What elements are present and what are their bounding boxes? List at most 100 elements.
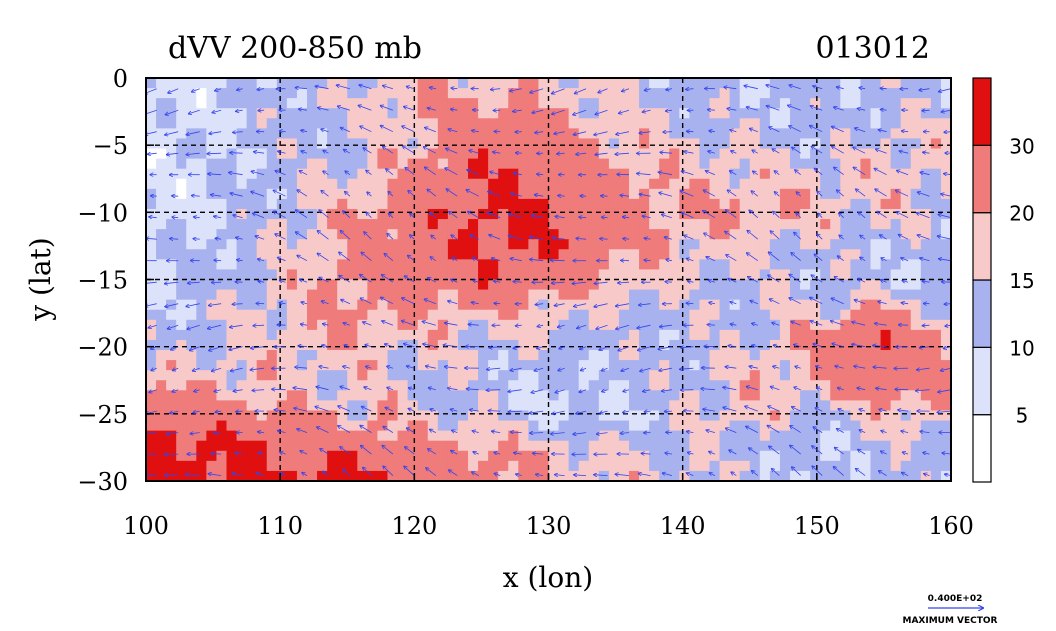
heatmap-cell [417, 380, 429, 391]
heatmap-cell [769, 460, 781, 472]
heatmap-cell [367, 370, 379, 381]
heatmap-cell [790, 249, 801, 260]
heatmap-cell [518, 108, 529, 119]
heatmap-cell [498, 390, 509, 401]
heatmap-cell [206, 289, 218, 301]
heatmap-cell [266, 319, 278, 331]
heatmap-cell [176, 158, 187, 170]
heatmap-cell [186, 350, 197, 361]
heatmap-cell [900, 329, 912, 341]
heatmap-cell [236, 440, 248, 452]
heatmap-cell [367, 98, 379, 109]
heatmap-cell [377, 249, 389, 260]
heatmap-cell [146, 178, 157, 190]
heatmap-cell [618, 420, 630, 432]
heatmap-cell [759, 430, 771, 442]
heatmap-cell [800, 279, 811, 291]
heatmap-cell [518, 198, 529, 210]
wind-vector [577, 324, 587, 328]
wind-vector [792, 147, 801, 154]
heatmap-cell [850, 329, 862, 341]
heatmap-cell [528, 420, 540, 432]
heatmap-cell [880, 400, 892, 412]
heatmap-cell [357, 128, 368, 140]
heatmap-cell [186, 198, 197, 210]
heatmap-cell [709, 350, 721, 361]
heatmap-cell [860, 339, 872, 351]
heatmap-cell [608, 98, 620, 109]
heatmap-cell [910, 269, 922, 281]
heatmap-cell [518, 370, 529, 381]
wind-vector [831, 298, 844, 305]
heatmap-cell [840, 299, 851, 311]
wind-vector [638, 346, 651, 351]
wind-vector [363, 467, 372, 476]
heatmap-cell [689, 350, 701, 361]
wind-vector [666, 89, 672, 90]
heatmap-cell [518, 128, 529, 140]
wind-vector [365, 345, 372, 347]
heatmap-cell [598, 319, 610, 331]
wind-vector [344, 345, 351, 347]
heatmap-cell [598, 390, 610, 401]
heatmap-cell [800, 88, 811, 99]
heatmap-cell [216, 360, 228, 371]
heatmap-cell [729, 329, 741, 341]
heatmap-cell [337, 440, 348, 452]
wind-vector [510, 259, 522, 261]
wind-vector [942, 453, 951, 454]
heatmap-cell [518, 148, 529, 160]
heatmap-cell [719, 259, 731, 271]
heatmap-cell [236, 148, 248, 160]
heatmap-cell [558, 370, 570, 381]
heatmap-cell [387, 239, 399, 250]
heatmap-cell [930, 410, 942, 422]
wind-vector [257, 89, 265, 90]
wind-vector [944, 132, 951, 133]
heatmap-cell [317, 198, 328, 210]
heatmap-cell [538, 208, 550, 220]
heatmap-cell [216, 450, 228, 462]
wind-vector [336, 85, 351, 90]
heatmap-cell [840, 460, 851, 472]
heatmap-cell [910, 188, 922, 200]
heatmap-cell [679, 249, 690, 260]
heatmap-cell [206, 78, 218, 89]
wind-vector [431, 235, 437, 240]
heatmap-cell [488, 188, 499, 200]
heatmap-cell [779, 420, 791, 432]
heatmap-cell [759, 148, 771, 160]
heatmap-cell [800, 108, 811, 119]
heatmap-cell [699, 88, 711, 99]
heatmap-cell [930, 470, 942, 481]
heatmap-cell [598, 460, 610, 472]
wind-vector [618, 346, 630, 351]
heatmap-cell [538, 158, 550, 170]
heatmap-cell [719, 158, 731, 170]
heatmap-cell [820, 219, 831, 230]
wind-vector [172, 217, 179, 218]
heatmap-cell [447, 450, 459, 462]
heatmap-cell [860, 108, 872, 119]
heatmap-cell [729, 148, 741, 160]
heatmap-cell [880, 229, 892, 240]
heatmap-cell [498, 420, 509, 432]
heatmap-cell [840, 108, 851, 119]
heatmap-cell [307, 208, 318, 220]
wind-vector [812, 446, 823, 455]
wind-vector [645, 89, 651, 91]
heatmap-cell [900, 309, 912, 321]
heatmap-cell [699, 309, 711, 321]
heatmap-cell [659, 420, 670, 432]
wind-vector [687, 259, 694, 261]
heatmap-cell [236, 259, 248, 271]
heatmap-cell [649, 440, 660, 452]
heatmap-cell [608, 138, 620, 150]
heatmap-cell [166, 309, 177, 321]
heatmap-cell [176, 410, 187, 422]
heatmap-cell [176, 108, 187, 119]
heatmap-cell [900, 350, 912, 361]
heatmap-cell [427, 249, 439, 260]
heatmap-cell [347, 339, 358, 351]
heatmap-cell [186, 410, 197, 422]
